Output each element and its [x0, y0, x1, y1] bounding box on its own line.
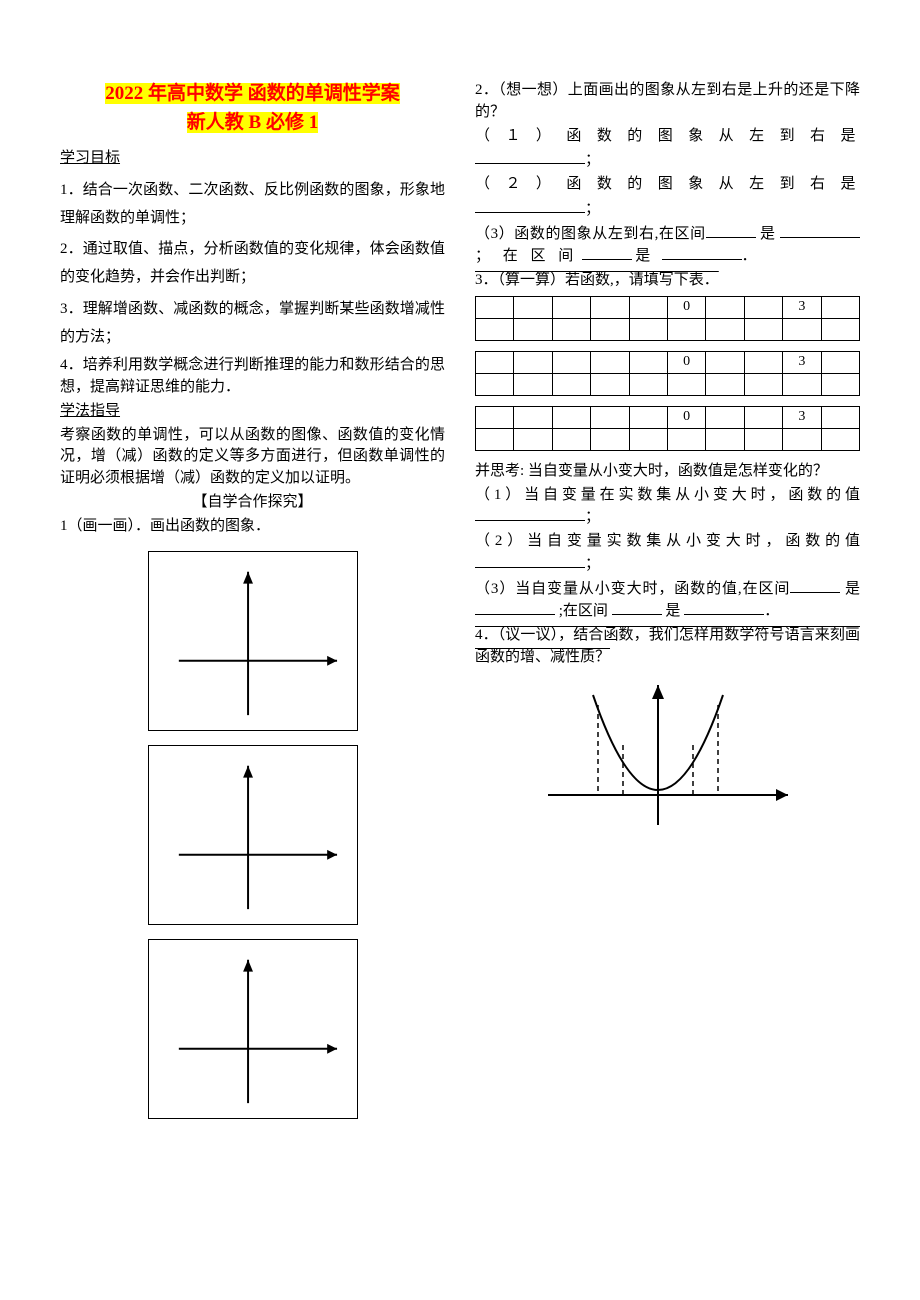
table-2: 0 3	[475, 351, 860, 396]
q3-3: （3）当自变量从小变大时，函数的值,在区间 是 ;在区间 是 ．	[475, 578, 860, 624]
q2-1-blank: ；	[475, 149, 860, 172]
table-row	[476, 318, 860, 340]
q2-3-line: （3）函数的图象从左到右,在区间 是 ； 在 区 间 是 ．	[475, 223, 860, 269]
method-text: 考察函数的单调性，可以从函数的图像、函数值的变化情况，增（减）函数的定义等多方面…	[60, 425, 445, 490]
axis-box-3	[148, 939, 358, 1119]
table-3: 0 3	[475, 406, 860, 451]
blank	[475, 149, 585, 164]
q2-1-line: （１）函数的图象从左到右是	[475, 126, 860, 148]
blank	[475, 553, 585, 568]
blank	[475, 600, 555, 615]
goal-3: 3．理解增函数、减函数的概念，掌握判断某些函数增减性的方法；	[60, 296, 445, 352]
blank	[582, 245, 632, 260]
q2-2-blank: ；	[475, 198, 860, 221]
title-line-1: 2022 年高中数学 函数的单调性学案	[105, 83, 400, 104]
q3-1: （1）当自变量在实数集从小变大时，函数的值；	[475, 485, 860, 530]
table-row: 0 3	[476, 296, 860, 318]
axis-box-2	[148, 745, 358, 925]
q2-intro: 2．（想一想）上面画出的图象从左到右是上升的还是下降的？	[475, 80, 860, 124]
section-method-heading: 学法指导	[60, 401, 445, 423]
explore-header: 【自学合作探究】	[60, 492, 445, 514]
blank	[612, 600, 662, 615]
parabola-diagram	[538, 675, 798, 835]
goal-1: 1．结合一次函数、二次函数、反比例函数的图象，形象地理解函数的单调性；	[60, 177, 445, 233]
table-row: 0 3	[476, 406, 860, 428]
blank	[790, 578, 840, 593]
section-goals-heading: 学习目标	[60, 145, 445, 173]
blank	[684, 600, 764, 615]
blank	[475, 506, 585, 521]
axis-box-1	[148, 551, 358, 731]
table-1: 0 3	[475, 296, 860, 341]
goal-4: 4．培养利用数学概念进行判断推理的能力和数形结合的思想，提高辩证思维的能力．	[60, 355, 445, 399]
goal-2: 2．通过取值、描点，分析函数值的变化规律，体会函数值的变化趋势，并会作出判断；	[60, 236, 445, 292]
blank	[706, 223, 756, 238]
q1-text: 1（画一画）．画出函数的图象．	[60, 516, 445, 538]
q3-text: 3．（算一算）若函数,，请填写下表．	[475, 270, 860, 292]
blank	[780, 223, 860, 238]
title-line-2: 新人教 B 必修 1	[187, 112, 318, 133]
blank	[662, 245, 742, 260]
table-row	[476, 428, 860, 450]
blank	[475, 198, 585, 213]
page-title: 2022 年高中数学 函数的单调性学案 新人教 B 必修 1	[60, 80, 445, 137]
q2-2-line: （２）函数的图象从左到右是	[475, 174, 860, 196]
q3-2: （2）当自变量实数集从小变大时，函数的值；	[475, 531, 860, 576]
q4-text: 4．（议一议），结合函数，我们怎样用数学符号语言来刻画函数的增、减性质？	[475, 625, 860, 669]
table-row: 0 3	[476, 351, 860, 373]
q3-think: 并思考: 当自变量从小变大时，函数值是怎样变化的？	[475, 461, 860, 483]
table-row	[476, 373, 860, 395]
